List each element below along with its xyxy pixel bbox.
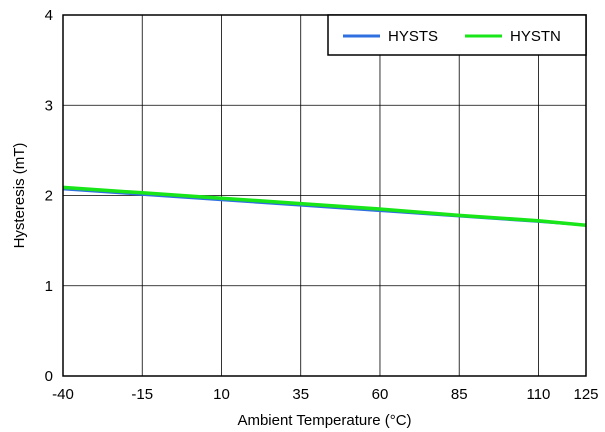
y-tick-label: 0 [45,368,53,385]
y-tick-label: 2 [45,188,53,205]
x-tick-labels: -40 -15 10 35 60 85 110 125 [52,386,598,403]
series-line-hystn [62,185,587,228]
x-tick-label: 10 [213,386,230,403]
x-tick-label: 110 [526,386,550,403]
plot-frame [62,14,587,377]
legend: HYSTS HYSTN [327,14,587,56]
x-tick-label: 60 [372,386,389,403]
x-tick-label: 125 [573,386,598,403]
series-lines [62,185,587,228]
grid [63,15,586,376]
y-tick-labels: 0 1 2 3 4 [45,7,53,385]
y-tick-label: 4 [45,7,53,24]
x-tick-label: -15 [131,386,153,403]
y-tick-label: 1 [45,278,53,295]
legend-label-hysts: HYSTS [388,28,438,45]
x-tick-label: -40 [52,386,74,403]
y-tick-label: 3 [45,97,53,114]
legend-label-hystn: HYSTN [510,28,561,45]
x-tick-label: 85 [451,386,468,403]
x-axis-title: Ambient Temperature (°C) [237,412,411,429]
x-tick-label: 35 [292,386,309,403]
y-axis-title: Hysteresis (mT) [11,143,28,249]
